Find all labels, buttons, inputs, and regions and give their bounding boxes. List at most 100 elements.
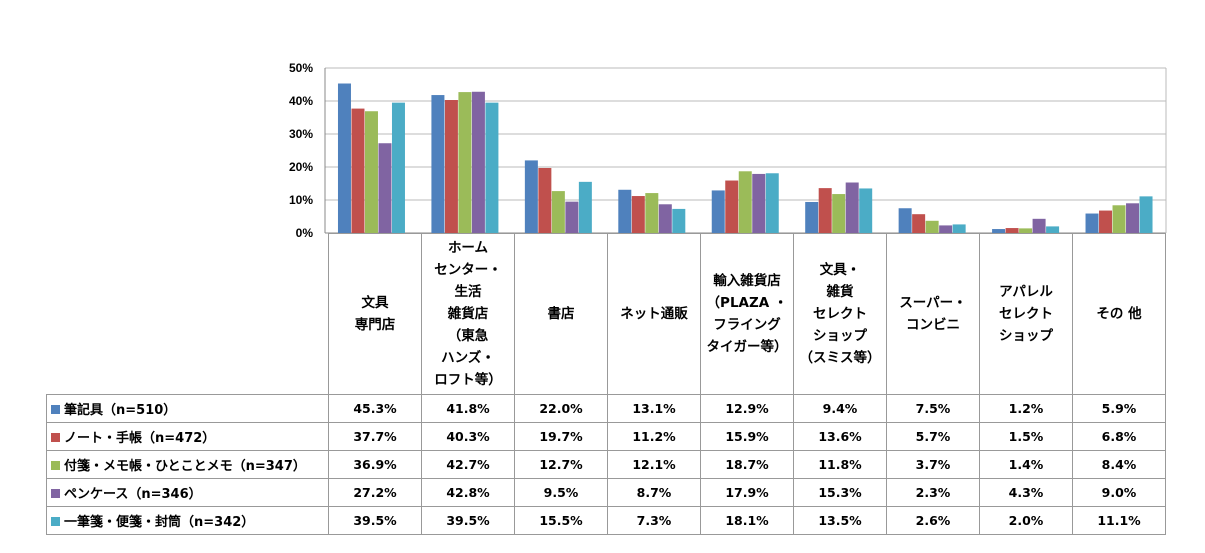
data-label: 15.3% [793, 478, 887, 507]
bar-4-8 [1139, 196, 1153, 233]
data-label: 18.1% [700, 506, 794, 535]
legend-label: ペンケース（n=346） [64, 487, 202, 502]
y-tick-label: 50% [289, 61, 313, 75]
data-label: 12.9% [700, 394, 794, 423]
bar-0-0 [337, 83, 351, 233]
table-row: ノート・手帳（n=472） 37.7% 40.3% 19.7% 11.2% 15.9% 13… [46, 422, 1166, 451]
bar-0-8 [1085, 213, 1099, 233]
data-label: 1.4% [979, 450, 1073, 479]
data-label: 17.9% [700, 478, 794, 507]
bar-3-1 [471, 91, 485, 233]
data-table: 文具 専門店 ホーム センター・ 生活 雑貨店 （東急 ハンズ・ ロフト等） 書店 ネット通販 輸入雑… [46, 233, 1166, 535]
data-label: 5.9% [1072, 394, 1166, 423]
data-label: 15.9% [700, 422, 794, 451]
data-label: 39.5% [421, 506, 515, 535]
data-label: 39.5% [328, 506, 422, 535]
data-label: 11.1% [1072, 506, 1166, 535]
legend-label: 筆記具（n=510） [64, 403, 177, 418]
legend-entry: 付箋・メモ帳・ひとことメモ（n=347） [46, 450, 329, 479]
data-label: 13.5% [793, 506, 887, 535]
data-label: 2.0% [979, 506, 1073, 535]
bar-3-2 [565, 201, 579, 233]
legend-entry: 一筆箋・便箋・封筒（n=342） [46, 506, 329, 535]
data-label: 9.5% [514, 478, 608, 507]
data-label: 3.7% [886, 450, 980, 479]
bar-2-2 [551, 191, 565, 233]
bar-1-5 [818, 188, 832, 233]
data-label: 42.7% [421, 450, 515, 479]
data-label: 18.7% [700, 450, 794, 479]
data-label: 19.7% [514, 422, 608, 451]
bar-1-0 [351, 108, 365, 233]
bar-plot: 0%10%20%30%40%50% [289, 61, 1167, 240]
legend-entry: ペンケース（n=346） [46, 478, 329, 507]
data-label: 12.1% [607, 450, 701, 479]
bar-2-7 [1019, 228, 1033, 233]
bar-2-1 [458, 92, 472, 233]
bar-0-4 [711, 190, 725, 233]
category-label: ホーム センター・ 生活 雑貨店 （東急 ハンズ・ ロフト等） [421, 233, 515, 395]
data-label: 6.8% [1072, 422, 1166, 451]
category-label: スーパー・ コンビニ [886, 233, 980, 395]
data-label: 8.4% [1072, 450, 1166, 479]
bar-1-4 [725, 180, 739, 233]
bar-4-4 [765, 173, 779, 233]
bar-2-4 [738, 171, 752, 233]
bar-2-6 [925, 220, 939, 233]
bar-3-0 [378, 143, 392, 233]
bar-1-8 [1099, 210, 1113, 233]
y-tick-label: 10% [289, 193, 313, 207]
data-label: 40.3% [421, 422, 515, 451]
table-row: 一筆箋・便箋・封筒（n=342） 39.5% 39.5% 15.5% 7.3% 18.1%… [46, 506, 1166, 535]
data-label: 27.2% [328, 478, 422, 507]
data-label: 42.8% [421, 478, 515, 507]
bar-1-1 [444, 100, 458, 233]
bar-3-4 [752, 173, 766, 233]
data-label: 13.6% [793, 422, 887, 451]
data-label: 7.3% [607, 506, 701, 535]
bar-0-7 [992, 229, 1006, 233]
bar-4-3 [672, 208, 686, 233]
bar-2-0 [364, 111, 378, 233]
y-tick-label: 30% [289, 127, 313, 141]
bar-3-8 [1126, 203, 1140, 233]
data-label: 1.5% [979, 422, 1073, 451]
data-label: 1.2% [979, 394, 1073, 423]
data-label: 2.3% [886, 478, 980, 507]
data-label: 8.7% [607, 478, 701, 507]
bar-3-7 [1032, 218, 1046, 233]
category-label: 書店 [514, 233, 608, 395]
legend-label: 一筆箋・便箋・封筒（n=342） [64, 515, 255, 530]
bar-0-1 [431, 95, 445, 233]
bar-3-3 [658, 204, 672, 233]
bar-1-2 [538, 167, 552, 233]
table-row: 筆記具（n=510） 45.3% 41.8% 22.0% 13.1% 12.9% 9.4% 7… [46, 394, 1166, 423]
bar-2-3 [645, 193, 659, 233]
category-label: 文具 専門店 [328, 233, 422, 395]
bar-0-2 [524, 160, 538, 233]
bar-4-0 [391, 102, 405, 234]
category-label: その 他 [1072, 233, 1166, 395]
bar-4-1 [485, 102, 499, 234]
legend-swatch [51, 489, 60, 498]
data-label: 11.2% [607, 422, 701, 451]
data-label: 9.0% [1072, 478, 1166, 507]
data-label: 11.8% [793, 450, 887, 479]
data-label: 4.3% [979, 478, 1073, 507]
bar-1-7 [1005, 228, 1019, 233]
legend-swatch [51, 517, 60, 526]
legend-swatch [51, 405, 60, 414]
y-tick-label: 40% [289, 94, 313, 108]
table-row: ペンケース（n=346） 27.2% 42.8% 9.5% 8.7% 17.9% 15.3%… [46, 478, 1166, 507]
category-label: 文具・ 雑貨 セレクト ショップ （スミス等） [793, 233, 887, 395]
bar-4-5 [859, 188, 873, 233]
bar-3-5 [845, 182, 859, 233]
bar-4-7 [1046, 226, 1060, 233]
bar-0-6 [898, 208, 912, 233]
data-label: 13.1% [607, 394, 701, 423]
bar-3-6 [939, 225, 953, 233]
table-row: 付箋・メモ帳・ひとことメモ（n=347） 36.9% 42.7% 12.7% 12.1%… [46, 450, 1166, 479]
legend-label: 付箋・メモ帳・ひとことメモ（n=347） [64, 459, 306, 474]
bar-4-2 [578, 181, 592, 233]
